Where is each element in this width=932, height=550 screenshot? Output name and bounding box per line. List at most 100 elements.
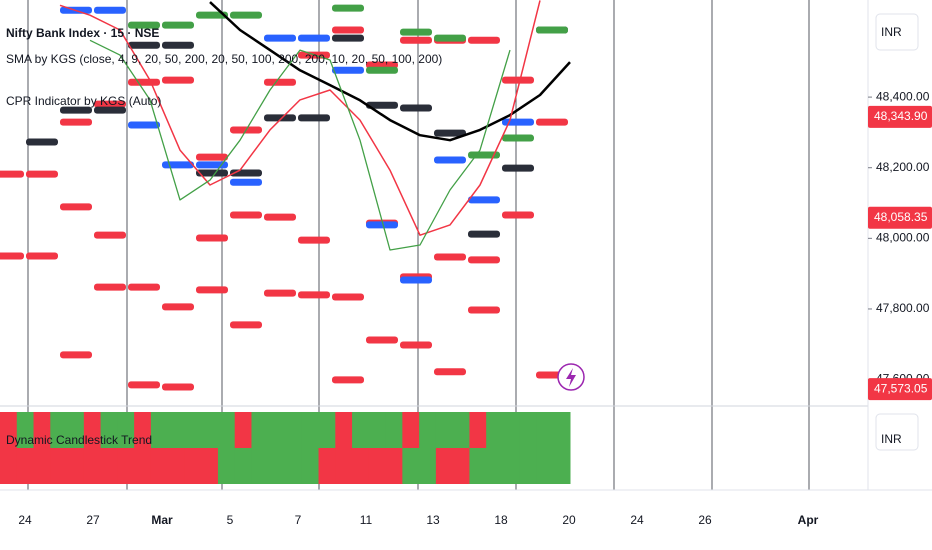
- sma-line: [209, 1, 571, 142]
- price-badge: [868, 378, 932, 401]
- cpr-level: [128, 41, 160, 49]
- indicator-label[interactable]: CPR Indicator by KGS (Auto): [6, 94, 161, 108]
- vertical-grid: [27, 0, 810, 490]
- trend-cell: [100, 448, 118, 484]
- x-tick-label: 18: [494, 513, 508, 527]
- trend-cell: [201, 448, 219, 484]
- trend-cell: [385, 448, 403, 484]
- cpr-level: [264, 114, 296, 122]
- cpr-level: [94, 6, 126, 14]
- cpr-level: [400, 36, 432, 44]
- trend-cell: [285, 412, 303, 448]
- trend-cell: [435, 412, 454, 448]
- indicator-label[interactable]: SMA by KGS (close, 4, 9, 20, 50, 200, 20…: [6, 52, 442, 66]
- trend-cell: [134, 448, 152, 484]
- trend-cell: [251, 448, 269, 484]
- trend-cell: [67, 448, 85, 484]
- y-tick-label: 47,800.00: [876, 301, 930, 315]
- cpr-level: [162, 383, 194, 391]
- trend-cell: [536, 448, 554, 484]
- x-tick-label: 13: [426, 513, 440, 527]
- cpr-level: [502, 134, 534, 142]
- trend-cell: [352, 412, 370, 448]
- trend-cell: [117, 448, 135, 484]
- trend-cell: [217, 412, 236, 448]
- cpr-level: [162, 41, 194, 49]
- cpr-level: [434, 253, 466, 261]
- trend-cell: [16, 448, 35, 484]
- cpr-level: [230, 211, 262, 219]
- trend-cell: [318, 412, 336, 448]
- trend-cell: [368, 448, 387, 484]
- trend-cell: [318, 448, 336, 484]
- cpr-level: [468, 230, 500, 238]
- currency-label[interactable]: INR: [881, 25, 902, 39]
- cpr-level: [162, 76, 194, 84]
- time-axis: 24 27 Mar 5 7 11 13 18 20 24 26 Apr: [18, 513, 818, 527]
- cpr-level: [26, 170, 58, 178]
- cpr-level: [332, 293, 364, 301]
- cpr-level: [128, 21, 160, 29]
- trend-cell: [553, 412, 571, 448]
- trend-cell: [0, 412, 18, 448]
- trend-cell: [134, 412, 152, 448]
- currency-label[interactable]: INR: [881, 432, 902, 446]
- cpr-level: [298, 291, 330, 299]
- cpr-level: [400, 276, 432, 284]
- cpr-level: [400, 104, 432, 112]
- cpr-level: [332, 34, 364, 42]
- trend-cell: [0, 448, 18, 484]
- trend-cell: [150, 412, 169, 448]
- panel-title[interactable]: Dynamic Candlestick Trend: [6, 433, 152, 447]
- cpr-level: [536, 118, 568, 126]
- cpr-level: [468, 36, 500, 44]
- cpr-level: [400, 341, 432, 349]
- cpr-level: [536, 26, 568, 34]
- y-tick-label: 48,200.00: [876, 160, 930, 174]
- currency-button[interactable]: [875, 13, 919, 51]
- cpr-level: [196, 169, 228, 177]
- currency-button[interactable]: [875, 413, 919, 451]
- trend-cell: [301, 412, 320, 448]
- trend-cell: [33, 412, 51, 448]
- trend-cell: [234, 448, 252, 484]
- cpr-level: [264, 289, 296, 297]
- trend-cell: [150, 448, 169, 484]
- trend-cell: [486, 448, 504, 484]
- cpr-level: [0, 252, 24, 260]
- trend-cell: [184, 412, 202, 448]
- cpr-level: [332, 26, 364, 34]
- trend-cell: [419, 448, 437, 484]
- symbol-title[interactable]: Nifty Bank Index · 15 · NSE: [6, 26, 159, 40]
- cpr-level: [162, 303, 194, 311]
- trend-cell: [385, 412, 403, 448]
- price-badge: [868, 206, 932, 229]
- trend-cell: [184, 448, 202, 484]
- cpr-level: [94, 231, 126, 239]
- trend-panel: [0, 412, 571, 484]
- price-badge-label: 48,058.35: [874, 210, 928, 224]
- cpr-level: [60, 203, 92, 211]
- trend-cell: [83, 412, 102, 448]
- x-tick-label: 11: [360, 513, 373, 527]
- cpr-level: [94, 106, 126, 114]
- x-tick-label: 5: [227, 513, 234, 527]
- x-tick-label: Apr: [798, 513, 819, 527]
- trend-cell: [486, 412, 504, 448]
- cpr-level: [128, 283, 160, 291]
- cpr-level: [332, 4, 364, 12]
- cpr-level: [60, 118, 92, 126]
- cpr-level: [366, 101, 398, 109]
- x-tick-label: 24: [630, 513, 644, 527]
- cpr-level: [128, 78, 160, 86]
- cpr-level: [264, 34, 296, 42]
- trend-cell: [469, 448, 487, 484]
- trend-cell: [217, 448, 236, 484]
- cpr-level: [468, 196, 500, 204]
- plot-area: [0, 0, 571, 391]
- cpr-level: [298, 114, 330, 122]
- trend-cell: [167, 412, 185, 448]
- cpr-level: [264, 78, 296, 86]
- cpr-level: [0, 170, 24, 178]
